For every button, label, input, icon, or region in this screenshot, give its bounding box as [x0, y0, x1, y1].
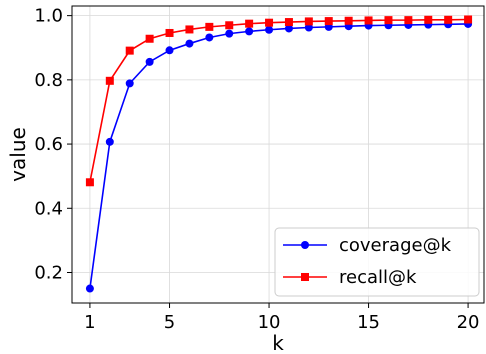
plot-area-frame — [71, 5, 485, 304]
coverage-k-point — [165, 46, 174, 55]
recall-k-point — [444, 15, 453, 24]
coverage-k-point — [85, 284, 94, 293]
series-layer — [85, 15, 473, 293]
x-tick-label: 20 — [457, 312, 480, 333]
coverage-k-point — [145, 57, 154, 66]
y-tick-label: 0.8 — [34, 70, 63, 91]
recall-k-point — [324, 17, 333, 26]
recall-k-point — [245, 19, 254, 28]
recall-k-point — [384, 16, 393, 25]
recall-k-point — [404, 16, 413, 25]
x-tick-label: 1 — [84, 312, 95, 333]
coverage-k-legend-marker — [301, 241, 309, 249]
coverage-k-point — [205, 33, 214, 42]
recall-k-legend-marker — [301, 273, 309, 281]
x-axis-label: k — [272, 331, 284, 354]
y-tick-label: 0.6 — [34, 134, 63, 155]
recall-k-point — [284, 18, 293, 27]
recall-k-point — [304, 17, 313, 26]
coverage-k-point — [245, 27, 254, 36]
recall-k-point — [85, 178, 94, 187]
coverage-k-point — [265, 25, 274, 34]
coverage-k-point — [304, 23, 313, 32]
coverage-k-point — [225, 29, 234, 38]
recall-k-point — [265, 18, 274, 27]
x-axis-ticks: 1 5 10 15 20 — [84, 303, 480, 333]
recall-k-legend-label: recall@k — [339, 267, 417, 288]
y-axis-ticks: 0.2 0.4 0.6 0.8 1.0 — [34, 6, 72, 283]
recall-k-point — [344, 16, 353, 25]
recall-k-point — [464, 15, 473, 24]
recall-k-point — [225, 21, 234, 30]
x-tick-label: 5 — [164, 312, 175, 333]
coverage-k-legend-label: coverage@k — [339, 235, 452, 256]
coverage-k-point — [105, 137, 114, 146]
recall-k-point — [145, 34, 154, 43]
y-axis-label: value — [6, 127, 30, 182]
legend: coverage@k recall@k — [274, 227, 480, 297]
recall-k-point — [205, 22, 214, 31]
recall-k-point — [125, 46, 134, 55]
recall-k-point — [185, 25, 194, 34]
y-tick-label: 0.4 — [34, 198, 63, 219]
x-tick-label: 15 — [357, 312, 380, 333]
y-tick-label: 1.0 — [34, 6, 63, 27]
recall-k-point — [165, 28, 174, 37]
recall-k-point — [105, 76, 114, 85]
coverage-k-point — [284, 24, 293, 33]
coverage-k-point — [185, 39, 194, 48]
y-tick-label: 0.2 — [34, 262, 63, 283]
recall-k-point — [424, 15, 433, 24]
coverage-k-point — [125, 79, 134, 88]
x-tick-label: 10 — [258, 312, 281, 333]
recall-k-point — [364, 16, 373, 25]
